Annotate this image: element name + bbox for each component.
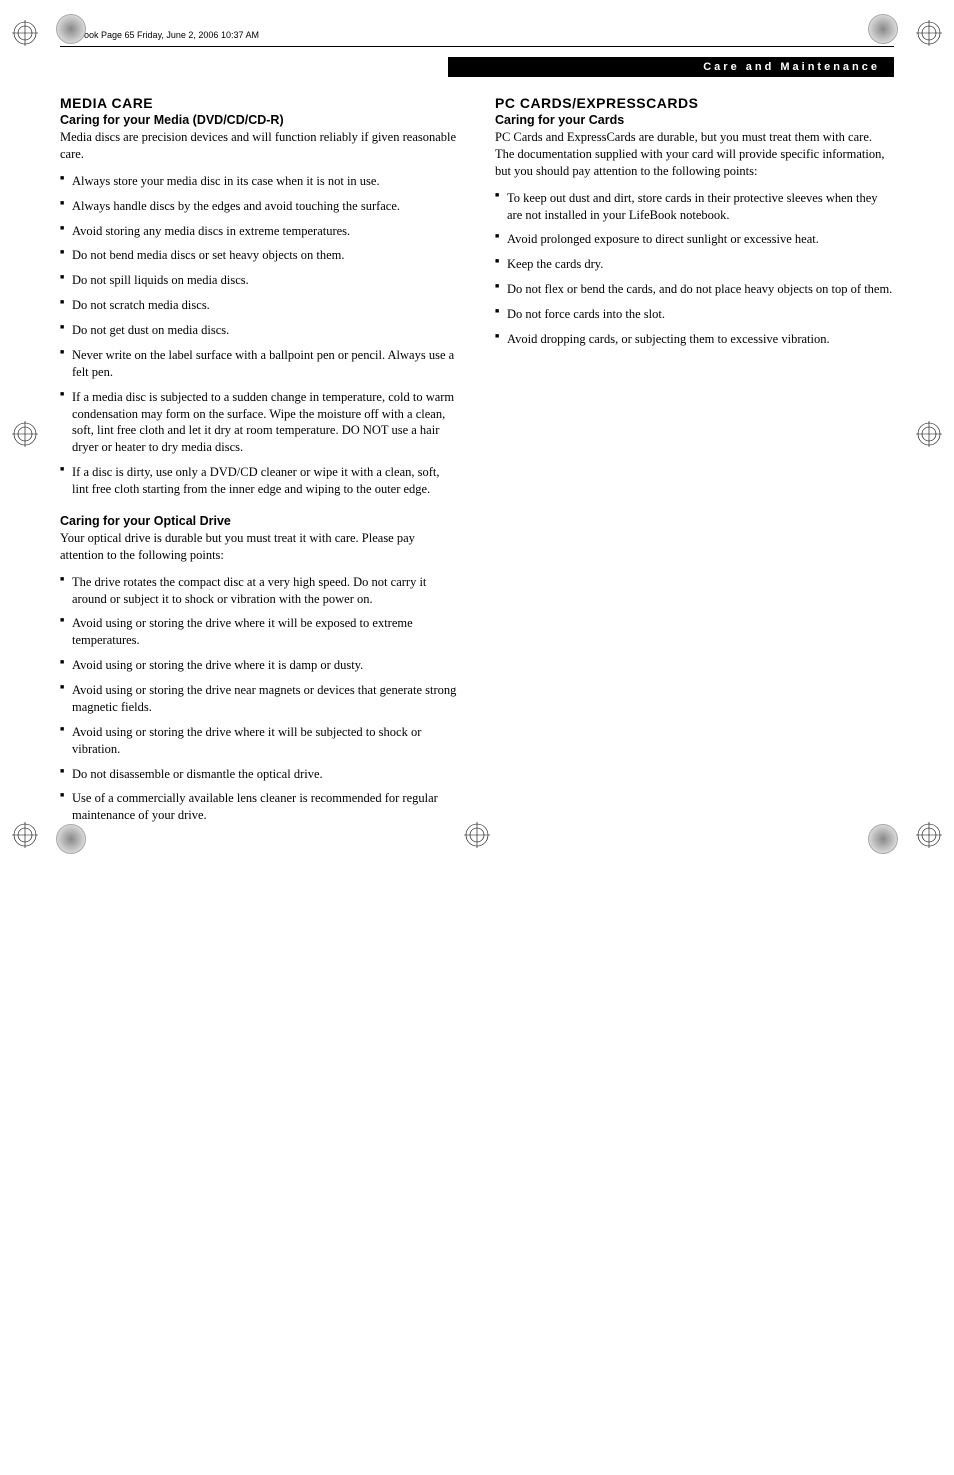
content-columns: MEDIA CARE Caring for your Media (DVD/CD…: [60, 95, 894, 838]
pccards-sub1-heading: Caring for your Cards: [495, 113, 894, 127]
list-item: Do not force cards into the slot.: [495, 306, 894, 323]
list-item: The drive rotates the compact disc at a …: [60, 574, 459, 608]
registration-mark-icon: [12, 822, 38, 848]
registration-mark-icon: [12, 20, 38, 46]
pccards-sub1-intro: PC Cards and ExpressCards are durable, b…: [495, 129, 894, 180]
list-item: Do not disassemble or dismantle the opti…: [60, 766, 459, 783]
registration-mark-icon: [12, 421, 38, 447]
top-rule: [60, 46, 894, 47]
binder-ring-icon: [868, 14, 898, 44]
pccards-list: To keep out dust and dirt, store cards i…: [495, 190, 894, 348]
list-item: Avoid using or storing the drive where i…: [60, 724, 459, 758]
list-item: Avoid using or storing the drive where i…: [60, 615, 459, 649]
optical-intro: Your optical drive is durable but you mu…: [60, 530, 459, 564]
list-item: Do not get dust on media discs.: [60, 322, 459, 339]
list-item: Avoid storing any media discs in extreme…: [60, 223, 459, 240]
list-item: Always store your media disc in its case…: [60, 173, 459, 190]
list-item: Avoid using or storing the drive where i…: [60, 657, 459, 674]
header-bar: Care and Maintenance: [448, 57, 894, 77]
list-item: Avoid prolonged exposure to direct sunli…: [495, 231, 894, 248]
media-sub1-heading: Caring for your Media (DVD/CD/CD-R): [60, 113, 459, 127]
registration-mark-icon: [464, 822, 490, 848]
list-item: If a disc is dirty, use only a DVD/CD cl…: [60, 464, 459, 498]
list-item: Do not scratch media discs.: [60, 297, 459, 314]
list-item: Do not spill liquids on media discs.: [60, 272, 459, 289]
list-item: Use of a commercially available lens cle…: [60, 790, 459, 824]
registration-mark-icon: [916, 421, 942, 447]
media-sub1-list: Always store your media disc in its case…: [60, 173, 459, 498]
header-line: elas.book Page 65 Friday, June 2, 2006 1…: [60, 30, 894, 40]
registration-mark-icon: [916, 20, 942, 46]
right-column: PC CARDS/EXPRESSCARDS Caring for your Ca…: [495, 95, 894, 838]
media-sub1-intro: Media discs are precision devices and wi…: [60, 129, 459, 163]
optical-heading: Caring for your Optical Drive: [60, 514, 459, 528]
list-item: Never write on the label surface with a …: [60, 347, 459, 381]
pccards-heading: PC CARDS/EXPRESSCARDS: [495, 95, 894, 111]
list-item: If a media disc is subjected to a sudden…: [60, 389, 459, 457]
list-item: Avoid dropping cards, or subjecting them…: [495, 331, 894, 348]
binder-ring-icon: [56, 824, 86, 854]
list-item: Keep the cards dry.: [495, 256, 894, 273]
list-item: Avoid using or storing the drive near ma…: [60, 682, 459, 716]
list-item: Always handle discs by the edges and avo…: [60, 198, 459, 215]
binder-ring-icon: [56, 14, 86, 44]
list-item: Do not bend media discs or set heavy obj…: [60, 247, 459, 264]
binder-ring-icon: [868, 824, 898, 854]
optical-list: The drive rotates the compact disc at a …: [60, 574, 459, 825]
left-column: MEDIA CARE Caring for your Media (DVD/CD…: [60, 95, 459, 838]
registration-mark-icon: [916, 822, 942, 848]
list-item: To keep out dust and dirt, store cards i…: [495, 190, 894, 224]
media-care-heading: MEDIA CARE: [60, 95, 459, 111]
list-item: Do not flex or bend the cards, and do no…: [495, 281, 894, 298]
